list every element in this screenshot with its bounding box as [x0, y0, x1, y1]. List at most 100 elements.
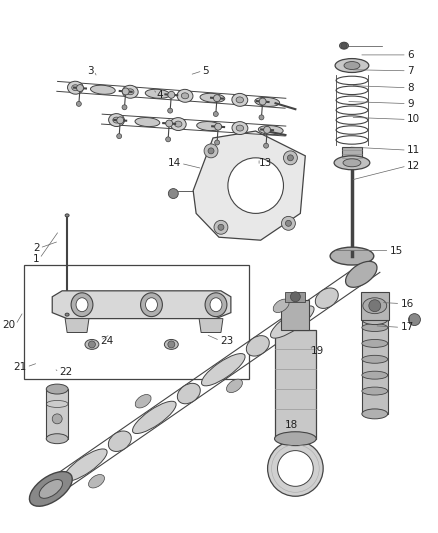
Text: 23: 23	[220, 336, 233, 345]
Circle shape	[88, 341, 95, 348]
Text: 22: 22	[59, 367, 72, 377]
Ellipse shape	[133, 401, 176, 433]
Text: 5: 5	[202, 66, 209, 76]
Text: 7: 7	[407, 66, 413, 76]
Text: 2: 2	[33, 243, 39, 253]
Bar	[286, 292, 305, 302]
Circle shape	[218, 224, 224, 230]
Ellipse shape	[315, 288, 338, 309]
Circle shape	[214, 220, 228, 234]
Ellipse shape	[46, 384, 68, 394]
Ellipse shape	[339, 42, 349, 49]
Ellipse shape	[205, 293, 227, 317]
Text: 11: 11	[407, 145, 420, 155]
Circle shape	[215, 123, 222, 130]
Text: 4: 4	[157, 90, 163, 100]
Ellipse shape	[232, 122, 248, 134]
Circle shape	[268, 441, 323, 496]
Bar	[275, 329, 316, 439]
Circle shape	[259, 98, 266, 105]
Circle shape	[76, 101, 81, 107]
Ellipse shape	[29, 472, 72, 506]
Ellipse shape	[174, 121, 182, 127]
Circle shape	[259, 115, 264, 120]
Ellipse shape	[273, 299, 289, 312]
Text: 24: 24	[100, 336, 114, 345]
Ellipse shape	[170, 118, 186, 131]
Bar	[342, 147, 362, 161]
Ellipse shape	[71, 293, 93, 317]
Ellipse shape	[108, 431, 131, 451]
Ellipse shape	[127, 89, 134, 95]
Ellipse shape	[330, 247, 374, 265]
Circle shape	[117, 134, 122, 139]
Ellipse shape	[164, 340, 178, 349]
Circle shape	[122, 88, 129, 95]
Text: 9: 9	[407, 99, 413, 109]
Circle shape	[282, 216, 295, 230]
Ellipse shape	[113, 117, 120, 123]
Circle shape	[409, 313, 420, 326]
Ellipse shape	[258, 126, 283, 135]
Ellipse shape	[109, 114, 124, 126]
Ellipse shape	[46, 434, 68, 443]
Circle shape	[287, 155, 293, 161]
Circle shape	[168, 91, 175, 98]
Text: 20: 20	[3, 320, 16, 330]
Ellipse shape	[135, 118, 160, 127]
Text: 13: 13	[259, 158, 272, 168]
Ellipse shape	[145, 298, 157, 312]
Circle shape	[341, 43, 347, 49]
Circle shape	[286, 220, 291, 227]
Text: 10: 10	[407, 115, 420, 124]
Ellipse shape	[334, 156, 370, 169]
Circle shape	[369, 300, 381, 312]
Text: 16: 16	[400, 298, 413, 309]
Ellipse shape	[255, 98, 279, 107]
Bar	[362, 320, 388, 414]
Ellipse shape	[362, 340, 388, 348]
Ellipse shape	[343, 159, 361, 167]
Ellipse shape	[122, 85, 138, 98]
Ellipse shape	[362, 324, 388, 332]
Text: 19: 19	[311, 346, 325, 356]
Ellipse shape	[232, 93, 248, 106]
Circle shape	[204, 144, 218, 158]
Ellipse shape	[362, 387, 388, 395]
Circle shape	[215, 140, 219, 145]
Bar	[25, 265, 249, 379]
Text: 12: 12	[407, 161, 420, 171]
Ellipse shape	[85, 340, 99, 349]
Polygon shape	[199, 319, 223, 333]
Ellipse shape	[236, 97, 244, 103]
Text: 6: 6	[407, 50, 413, 60]
Bar	[361, 292, 389, 320]
Circle shape	[166, 137, 171, 142]
Text: 8: 8	[407, 83, 413, 93]
Circle shape	[117, 117, 124, 124]
Ellipse shape	[226, 379, 243, 393]
Polygon shape	[52, 291, 231, 319]
Circle shape	[77, 85, 84, 92]
Ellipse shape	[39, 480, 63, 498]
Ellipse shape	[64, 449, 107, 481]
Ellipse shape	[200, 93, 225, 102]
Text: 15: 15	[389, 246, 403, 256]
Polygon shape	[193, 131, 305, 240]
Circle shape	[228, 158, 283, 213]
Ellipse shape	[72, 85, 79, 91]
Ellipse shape	[362, 409, 388, 419]
Ellipse shape	[344, 61, 360, 69]
Text: 17: 17	[400, 322, 413, 333]
Ellipse shape	[91, 85, 115, 94]
Ellipse shape	[141, 293, 162, 317]
Circle shape	[278, 450, 313, 486]
Ellipse shape	[363, 298, 387, 313]
Circle shape	[208, 148, 214, 154]
Ellipse shape	[145, 89, 170, 98]
Text: 21: 21	[13, 362, 27, 372]
Ellipse shape	[236, 125, 244, 131]
Text: 18: 18	[285, 420, 298, 430]
Ellipse shape	[210, 298, 222, 312]
Ellipse shape	[335, 59, 369, 72]
